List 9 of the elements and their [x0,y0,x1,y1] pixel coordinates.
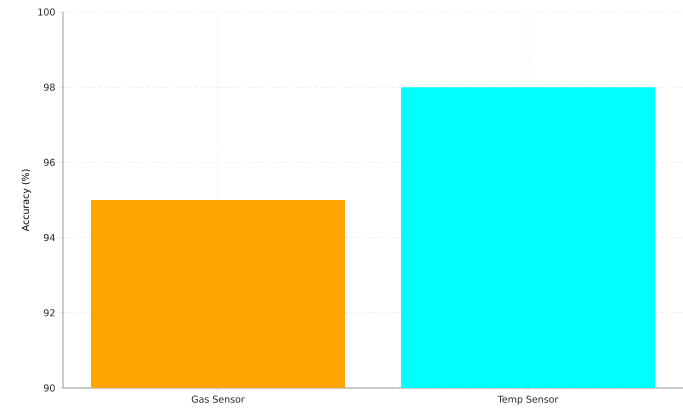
y-tick-label: 100 [38,8,55,16]
y-tick-label: 98 [44,84,55,91]
x-tick-label: Temp Sensor [498,396,558,405]
y-tick-label: 92 [44,309,54,316]
y-tick-label: 94 [44,234,55,242]
y-tick-label: 96 [44,158,55,166]
y-tick-label: 90 [44,384,55,392]
y-axis-title: Accuracy (%) [22,170,31,232]
x-tick-label: Gas Sensor [192,396,245,403]
